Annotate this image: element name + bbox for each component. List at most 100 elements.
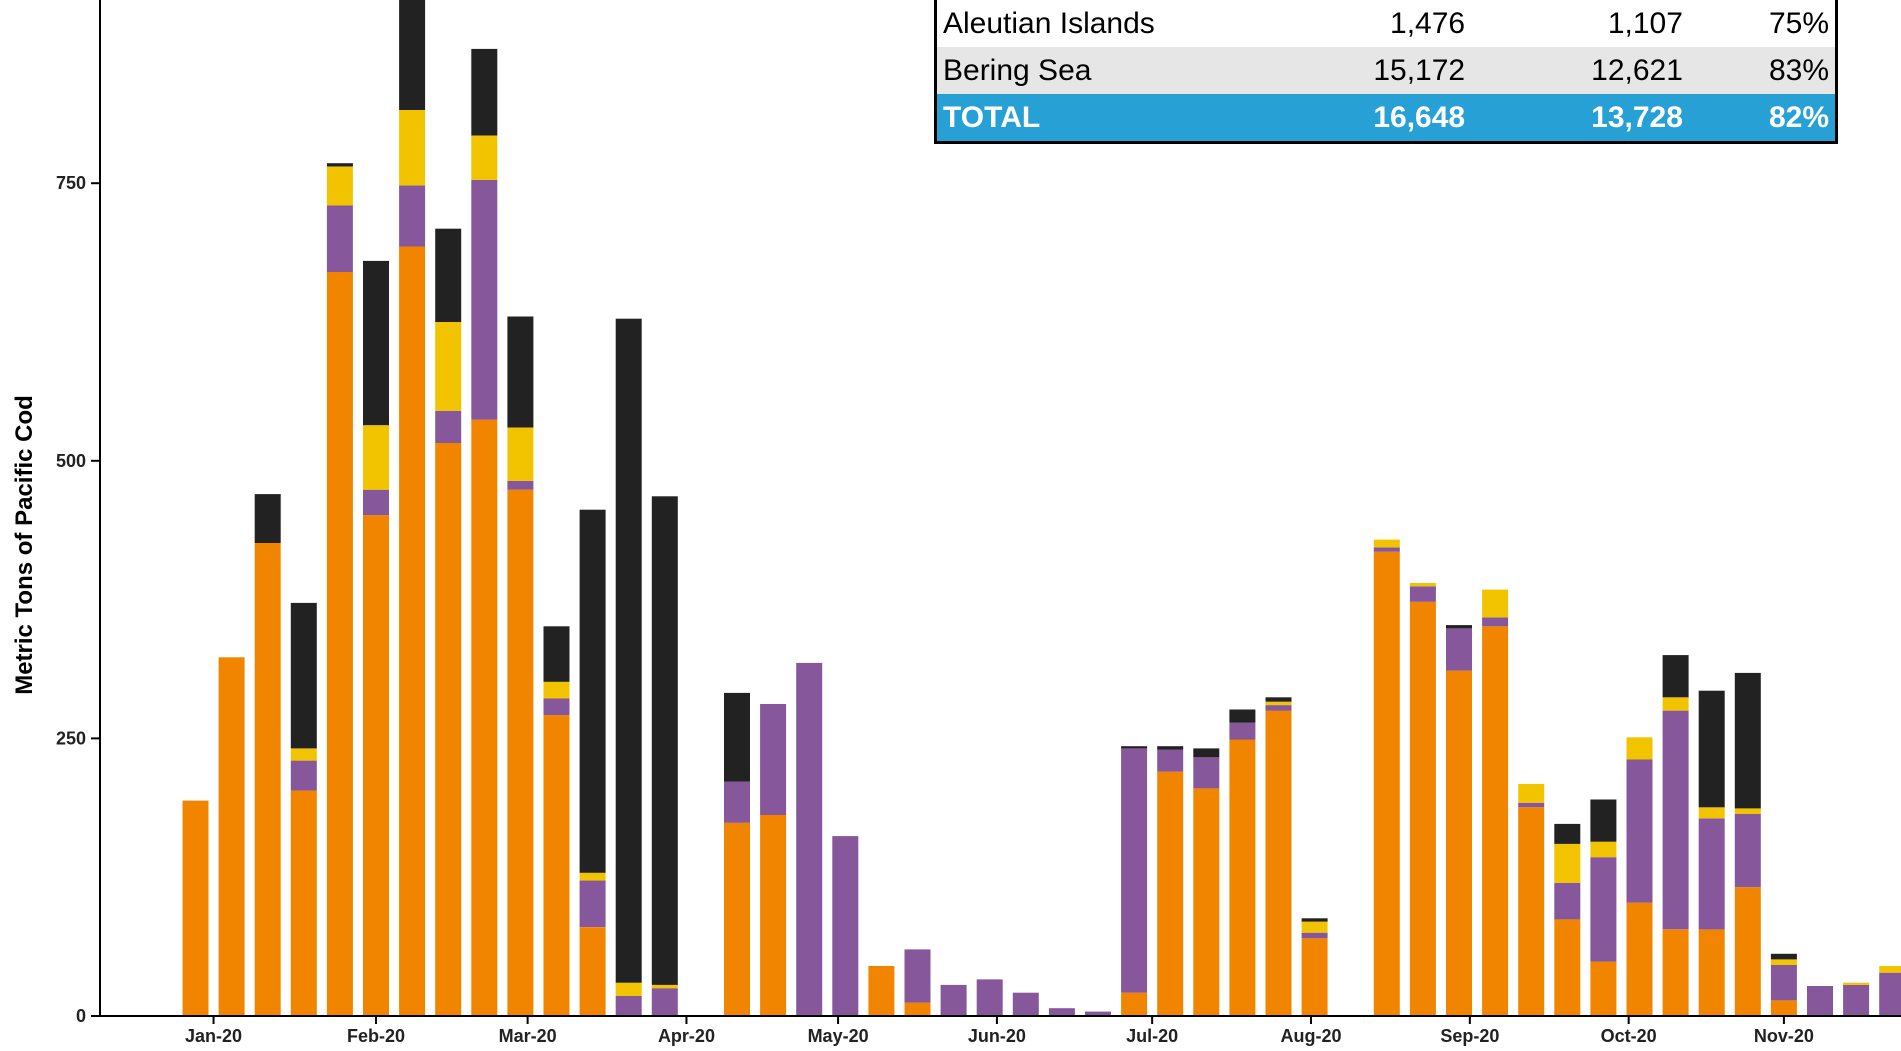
bar-segment	[1193, 748, 1220, 758]
x-tick-label: Nov-20	[1754, 1026, 1814, 1046]
bar-segment	[651, 988, 678, 1016]
bar-segment	[1193, 788, 1220, 1016]
bar-segment	[579, 927, 606, 1016]
bar-segment	[1482, 626, 1509, 1016]
bar-segment	[724, 822, 750, 1016]
bar-segment	[1157, 749, 1184, 772]
bar-segment	[1662, 697, 1689, 711]
bar-segment	[651, 984, 678, 989]
bar-segment	[1626, 737, 1653, 760]
bar-segment	[1662, 655, 1689, 698]
bar-segment	[615, 318, 642, 983]
y-axis-label: Metric Tons of Pacific Cod	[11, 395, 38, 695]
value-cell: 12,621	[1591, 54, 1683, 87]
percent-cell: 75%	[1768, 7, 1829, 40]
bar-segment	[1482, 617, 1509, 627]
bar-segment	[1518, 783, 1545, 803]
bar-segment	[543, 698, 570, 716]
total-row: TOTAL 16,648 13,728 82%	[935, 94, 1837, 143]
bar-segment	[1229, 722, 1256, 740]
bar-segment	[254, 494, 281, 543]
bar-segment	[1554, 823, 1581, 844]
x-tick-label: Apr-20	[658, 1026, 715, 1046]
bar-segment	[1085, 1011, 1111, 1016]
bar-segment	[1446, 625, 1472, 629]
x-tick-label: May-20	[808, 1026, 869, 1046]
bar-segment	[1482, 589, 1509, 618]
bar-segment	[1770, 953, 1797, 960]
total-percent-cell: 82%	[1768, 101, 1829, 134]
value-cell: 15,172	[1373, 54, 1466, 87]
bar-segment	[1518, 807, 1545, 1016]
bar-segment	[399, 185, 426, 247]
x-tick-label: Aug-20	[1280, 1026, 1341, 1046]
bar-segment	[543, 715, 570, 1016]
bar-segment	[1590, 841, 1617, 858]
bar-segment	[507, 480, 534, 490]
bar-segment	[1409, 586, 1436, 602]
bar-segment	[1879, 972, 1901, 1016]
bar-segment	[1734, 672, 1761, 809]
y-tick-label: 0	[76, 1006, 86, 1026]
bar-segment	[832, 836, 859, 1016]
bar-segment	[363, 489, 389, 516]
value-cell: 1,107	[1607, 7, 1683, 40]
bar-segment	[724, 692, 750, 782]
y-tick-label: 750	[56, 173, 86, 193]
bar-segment	[1698, 807, 1725, 819]
bar-segment	[290, 602, 317, 749]
bar-segment	[182, 800, 209, 1016]
bar-segment	[1121, 748, 1148, 993]
x-tick-label: Jul-20	[1126, 1026, 1178, 1046]
bar-segment	[1012, 992, 1039, 1016]
bar-segment	[1590, 961, 1617, 1016]
bar-segment	[1446, 670, 1472, 1016]
bar-segment	[471, 419, 498, 1016]
table-row: Bering Sea 15,172 12,621 83%	[935, 47, 1837, 94]
bar-segment	[1301, 932, 1328, 939]
bar-segment	[435, 410, 462, 443]
bar-segment	[1193, 757, 1220, 789]
table-row: Aleutian Islands 1,476 1,107 75%	[935, 0, 1837, 47]
bar-segment	[796, 662, 823, 1016]
bar-segment	[1590, 799, 1617, 842]
bar-segment	[1518, 802, 1545, 808]
bar-segment	[1229, 709, 1256, 723]
bar-segment	[290, 760, 317, 791]
bar-segment	[326, 166, 353, 206]
bar-segment	[760, 704, 787, 815]
y-tick-label: 500	[56, 451, 86, 471]
bar-segment	[471, 135, 498, 180]
bar-segment	[1121, 992, 1148, 1016]
bar-segment	[724, 781, 750, 823]
bar-segment	[1265, 710, 1292, 1016]
total-label: TOTAL	[943, 101, 1041, 134]
bar-segment	[1698, 690, 1725, 808]
bar-segment	[1626, 759, 1653, 903]
bar-segment	[290, 748, 317, 761]
bar-segment	[363, 425, 389, 490]
bar-segment	[326, 272, 353, 1016]
y-tick-label: 250	[56, 728, 86, 748]
bar-segment	[1843, 982, 1870, 985]
bar-segment	[1554, 843, 1581, 883]
bar-segment	[1373, 539, 1400, 548]
bar-segment	[435, 443, 462, 1016]
bar-segment	[326, 163, 353, 167]
bar-segment	[904, 1002, 931, 1016]
bar-segment	[1554, 919, 1581, 1016]
bar-segment	[399, 0, 426, 111]
bar-segment	[1879, 966, 1901, 973]
total-value-cell: 16,648	[1373, 101, 1466, 134]
bar-segment	[1265, 697, 1292, 702]
bar-segment	[435, 228, 462, 322]
bar-segment	[507, 427, 534, 481]
bar-segment	[507, 316, 534, 428]
bar-segment	[976, 979, 1003, 1016]
bar-segment	[1048, 1008, 1075, 1016]
bar-segment	[471, 48, 498, 136]
bar-segment	[760, 815, 787, 1016]
bar-segment	[1301, 938, 1328, 1016]
bar-segment	[579, 872, 606, 881]
bar-segment	[1121, 746, 1148, 749]
